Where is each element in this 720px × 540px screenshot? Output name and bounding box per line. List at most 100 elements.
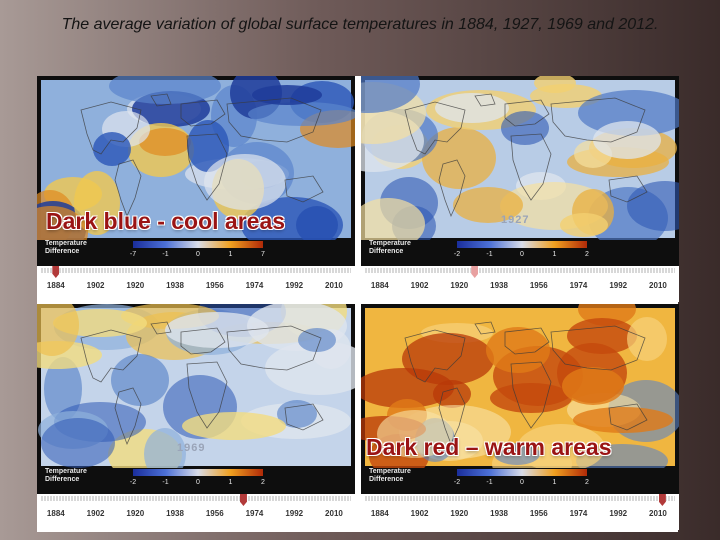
timeline-year-label: 1884 bbox=[46, 281, 65, 290]
timeline-year-label: 1956 bbox=[529, 509, 548, 518]
legend-tick-label: -2 bbox=[453, 251, 461, 258]
timeline-year-label: 1974 bbox=[569, 509, 588, 518]
timeline-year-label: 1938 bbox=[166, 281, 184, 290]
timeline-year-label: 1884 bbox=[46, 509, 65, 518]
map-panel-1884: Temperature Difference -7 -1 0 1 7 1884 1902 1… bbox=[37, 76, 355, 302]
timeline-year-label: 1902 bbox=[86, 509, 105, 518]
legend-color-scale bbox=[457, 469, 587, 476]
legend-tick-label: 2 bbox=[585, 251, 589, 258]
legend-tick-label: 2 bbox=[261, 479, 265, 486]
legend-ticks: -2 -1 0 1 2 bbox=[129, 479, 265, 489]
legend-ticks: -2 -1 0 1 2 bbox=[453, 251, 589, 261]
map-year-label: 1969 bbox=[177, 442, 206, 454]
legend-label: Temperature Difference bbox=[369, 468, 411, 483]
timeline-years: 1884 1902 1920 1938 1956 1974 1992 2010 bbox=[361, 509, 679, 521]
legend-color-scale bbox=[457, 241, 587, 248]
world-map-graphic bbox=[361, 304, 679, 468]
map-panel-2012: Temperature Difference -2 -1 0 1 2 1884 1902 1… bbox=[361, 304, 679, 530]
timeline-year-label: 1992 bbox=[285, 509, 304, 518]
legend-tick-label: 0 bbox=[196, 479, 200, 486]
timeline-year-label: 1956 bbox=[205, 509, 224, 518]
world-map-graphic bbox=[37, 304, 355, 468]
timeline-track[interactable] bbox=[41, 496, 351, 501]
legend-tick-label: -2 bbox=[129, 479, 137, 486]
timeline-year-label: 1974 bbox=[245, 281, 264, 290]
timeline-marker[interactable] bbox=[52, 266, 60, 278]
timeline-year-label: 1884 bbox=[370, 281, 389, 290]
legend-label: Temperature Difference bbox=[369, 240, 411, 255]
timeline-year-label: 1956 bbox=[529, 281, 548, 290]
timeline-year-label: 1920 bbox=[450, 281, 469, 290]
timeline-year-label: 2010 bbox=[325, 281, 343, 290]
map-frame: 1969 Temperature Difference -2 -1 0 1 2 bbox=[37, 304, 355, 494]
timeline-year-label: 2010 bbox=[649, 281, 667, 290]
legend-tick-label: -1 bbox=[162, 251, 169, 258]
timeline-year-label: 1902 bbox=[410, 509, 429, 518]
temperature-legend: Temperature Difference -2 -1 0 1 2 bbox=[369, 240, 669, 264]
legend-tick-label: 2 bbox=[585, 479, 589, 486]
timeline-marker[interactable] bbox=[471, 266, 479, 278]
timeline-year-label: 1884 bbox=[370, 509, 389, 518]
timeline-marker[interactable] bbox=[239, 494, 247, 506]
timeline-years: 1884 1902 1920 1938 1956 1974 1992 2010 bbox=[37, 281, 355, 293]
legend-tick-label: 1 bbox=[228, 479, 233, 486]
timeline-year-label: 1992 bbox=[285, 281, 304, 290]
cool-areas-caption: Dark blue - cool areas bbox=[46, 208, 286, 234]
timeline-year-label: 1938 bbox=[166, 509, 184, 518]
timeline-year-label: 1920 bbox=[126, 509, 145, 518]
warm-areas-caption: Dark red – warm areas bbox=[366, 434, 612, 460]
legend-tick-label: -1 bbox=[162, 479, 169, 486]
timeline-year-label: 1902 bbox=[410, 281, 429, 290]
timeline-year-label: 1902 bbox=[86, 281, 105, 290]
timeline-track[interactable] bbox=[365, 496, 675, 501]
legend-tick-label: 1 bbox=[228, 251, 233, 258]
map-panels: Temperature Difference -7 -1 0 1 7 1884 1902 1… bbox=[37, 76, 679, 532]
timeline-year-label: 1938 bbox=[490, 509, 508, 518]
timeline-year-label: 1992 bbox=[609, 509, 628, 518]
timeline-year-label: 2010 bbox=[649, 509, 667, 518]
map-frame: Temperature Difference -2 -1 0 1 2 bbox=[361, 304, 679, 494]
timeline-year-label: 1992 bbox=[609, 281, 628, 290]
timeline-year-label: 1920 bbox=[126, 281, 145, 290]
legend-tick-label: -7 bbox=[129, 251, 137, 258]
year-timeline: 1884 1902 1920 1938 1956 1974 1992 2010 bbox=[361, 266, 679, 302]
legend-tick-label: 0 bbox=[520, 251, 524, 258]
year-timeline: 1884 1902 1920 1938 1956 1974 1992 2010 bbox=[37, 494, 355, 530]
year-timeline: 1884 1902 1920 1938 1956 1974 1992 2010 bbox=[37, 266, 355, 302]
map-frame: Temperature Difference -7 -1 0 1 7 bbox=[37, 76, 355, 266]
legend-tick-label: -1 bbox=[486, 479, 493, 486]
legend-tick-label: -1 bbox=[486, 251, 493, 258]
map-year-label: 1927 bbox=[501, 214, 530, 226]
timeline-track[interactable] bbox=[41, 268, 351, 273]
legend-ticks: -7 -1 0 1 7 bbox=[129, 251, 265, 261]
legend-ticks: -2 -1 0 1 2 bbox=[453, 479, 589, 489]
legend-tick-label: 0 bbox=[196, 251, 200, 258]
legend-tick-label: -2 bbox=[453, 479, 461, 486]
map-panel-1969: 1969 Temperature Difference -2 -1 0 1 2 1884… bbox=[37, 304, 355, 530]
map-panel-1927: 1927 Temperature Difference -2 -1 0 1 2 1884… bbox=[361, 76, 679, 302]
timeline-years: 1884 1902 1920 1938 1956 1974 1992 2010 bbox=[37, 509, 355, 521]
year-timeline: 1884 1902 1920 1938 1956 1974 1992 2010 bbox=[361, 494, 679, 530]
timeline-year-label: 2010 bbox=[325, 509, 343, 518]
temperature-legend: Temperature Difference -7 -1 0 1 7 bbox=[45, 240, 345, 264]
timeline-year-label: 1956 bbox=[205, 281, 224, 290]
temperature-legend: Temperature Difference -2 -1 0 1 2 bbox=[45, 468, 345, 492]
legend-tick-label: 1 bbox=[552, 479, 557, 486]
legend-color-scale bbox=[133, 469, 263, 476]
timeline-years: 1884 1902 1920 1938 1956 1974 1992 2010 bbox=[361, 281, 679, 293]
legend-tick-label: 1 bbox=[552, 251, 557, 258]
timeline-track[interactable] bbox=[365, 268, 675, 273]
timeline-year-label: 1974 bbox=[569, 281, 588, 290]
legend-tick-label: 0 bbox=[520, 479, 524, 486]
legend-tick-label: 7 bbox=[261, 251, 265, 258]
timeline-marker[interactable] bbox=[658, 494, 666, 506]
slide-title: The average variation of global surface … bbox=[61, 16, 659, 33]
timeline-year-label: 1938 bbox=[490, 281, 508, 290]
legend-color-scale bbox=[133, 241, 263, 248]
timeline-year-label: 1920 bbox=[450, 509, 469, 518]
temperature-legend: Temperature Difference -2 -1 0 1 2 bbox=[369, 468, 669, 492]
world-map-graphic bbox=[37, 76, 355, 240]
world-map-graphic bbox=[361, 76, 679, 240]
legend-label: Temperature Difference bbox=[45, 468, 87, 483]
timeline-year-label: 1974 bbox=[245, 509, 264, 518]
